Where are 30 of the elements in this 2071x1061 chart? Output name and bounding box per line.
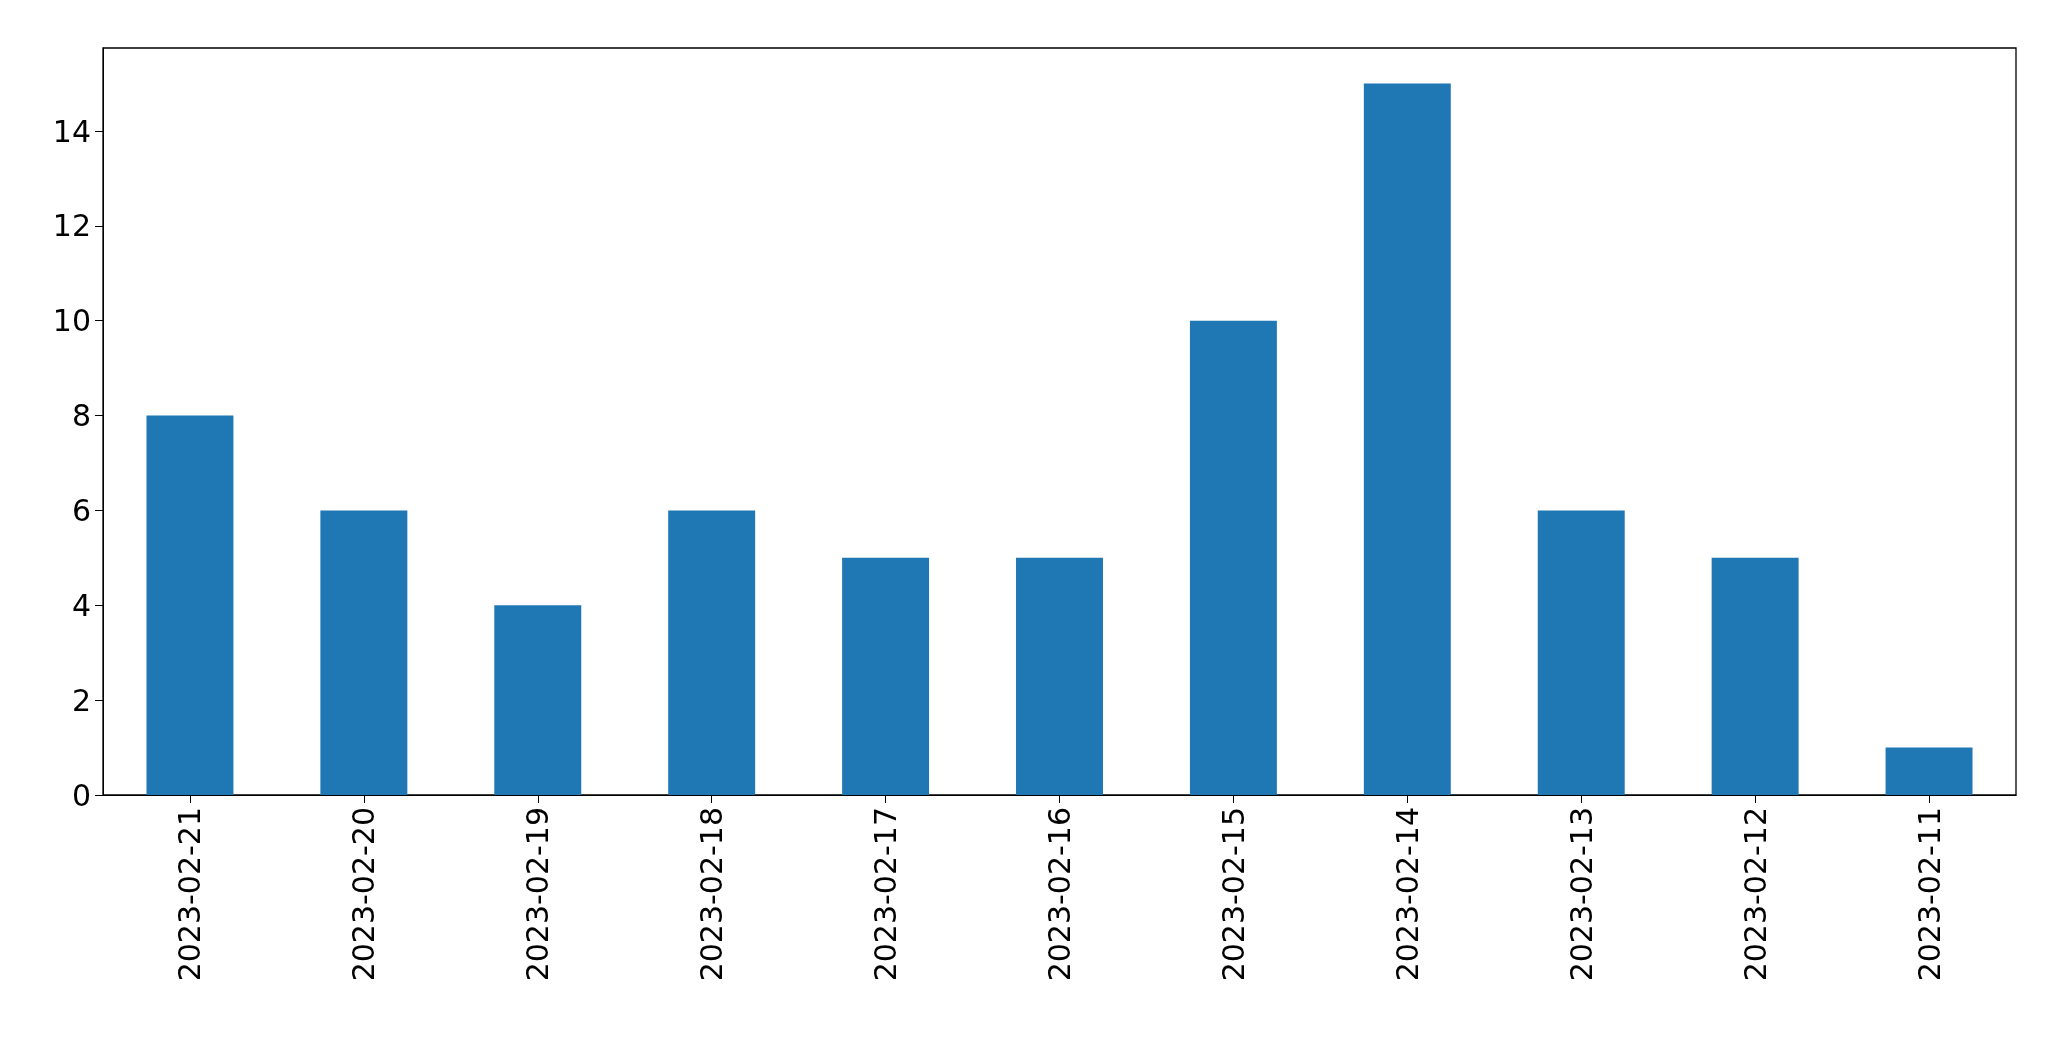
bar [668, 510, 756, 795]
x-tick-label: 2023-02-19 [520, 807, 556, 982]
bar [494, 605, 582, 795]
bar [1885, 747, 1973, 795]
bar [842, 557, 930, 795]
x-tick-label: 2023-02-18 [694, 807, 730, 982]
x-tick-label: 2023-02-15 [1215, 807, 1251, 982]
x-tick-label: 2023-02-12 [1737, 807, 1773, 982]
x-tick-label: 2023-02-17 [868, 807, 904, 982]
y-tick-label: 14 [52, 113, 91, 149]
x-tick-label: 2023-02-14 [1389, 807, 1425, 982]
x-tick-label: 2023-02-13 [1563, 807, 1599, 982]
y-tick-label: 4 [71, 587, 91, 623]
y-tick-label: 12 [52, 208, 91, 244]
y-tick-label: 10 [52, 303, 91, 339]
x-tick-label: 2023-02-20 [346, 807, 382, 982]
bar [1537, 510, 1625, 795]
y-tick-label: 0 [71, 777, 91, 813]
bar [146, 415, 234, 795]
y-tick-label: 2 [71, 682, 91, 718]
x-tick-label: 2023-02-11 [1911, 807, 1947, 982]
bar [1711, 557, 1799, 795]
y-tick-label: 6 [71, 492, 91, 528]
bar [1016, 557, 1103, 795]
x-tick-label: 2023-02-16 [1042, 807, 1077, 982]
x-tick-label: 2023-02-21 [172, 807, 208, 982]
bar [320, 510, 408, 795]
bar [1363, 83, 1451, 795]
y-tick-label: 8 [71, 398, 91, 434]
bar [1189, 320, 1277, 795]
